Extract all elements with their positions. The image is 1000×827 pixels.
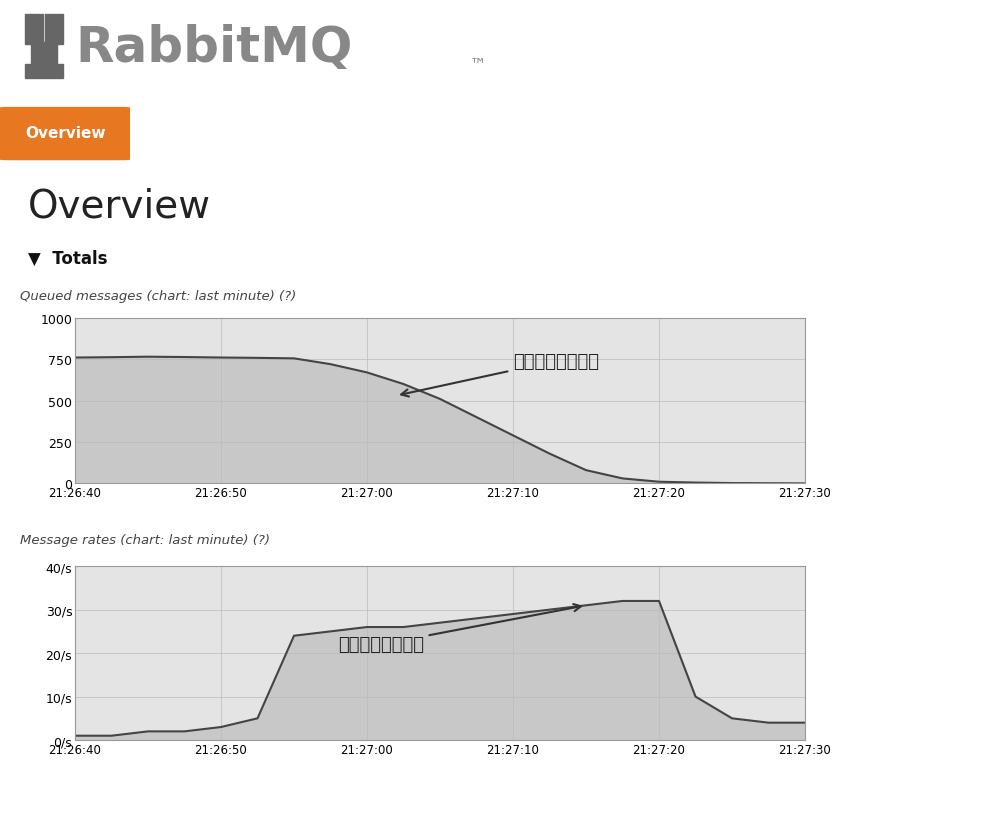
Text: 发送消息队列速率: 发送消息队列速率 (338, 605, 581, 653)
Text: Admin: Admin (745, 124, 805, 142)
Text: Queued messages (chart: last minute) (?): Queued messages (chart: last minute) (?) (20, 289, 296, 302)
Text: Overview: Overview (28, 187, 211, 225)
FancyBboxPatch shape (0, 108, 130, 161)
Bar (25, 65, 63, 79)
Text: Channels: Channels (312, 124, 398, 142)
Bar (31, 43, 57, 65)
Text: Message rates (chart: last minute) (?): Message rates (chart: last minute) (?) (20, 533, 270, 546)
Text: Queues: Queues (600, 124, 670, 142)
Text: RabbitMQ: RabbitMQ (75, 24, 352, 72)
Text: ▼  Totals: ▼ Totals (28, 250, 107, 267)
Bar (45, 15, 63, 45)
Text: ™: ™ (470, 55, 487, 74)
Text: Exchanges: Exchanges (445, 124, 545, 142)
Text: Connections: Connections (157, 124, 273, 142)
Bar (25, 15, 43, 45)
Text: 发送的消息队列数: 发送的消息队列数 (401, 352, 599, 397)
Text: Overview: Overview (25, 126, 105, 141)
